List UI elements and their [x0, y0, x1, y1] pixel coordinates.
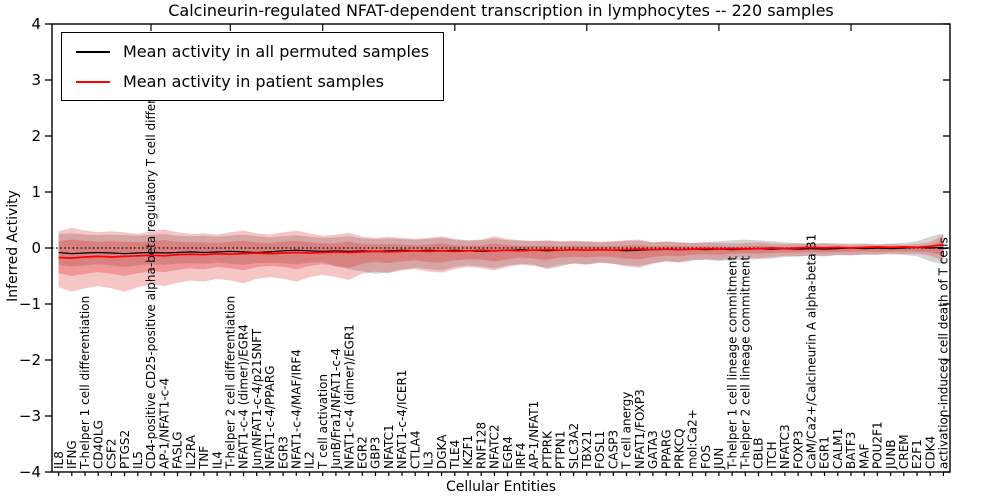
svg-text:CD40LG: CD40LG	[91, 420, 105, 469]
svg-text:IL4: IL4	[210, 451, 224, 469]
svg-text:NFAT1-c-4/PPARG: NFAT1-c-4/PPARG	[263, 365, 277, 469]
svg-text:3: 3	[31, 71, 41, 89]
svg-text:IL2: IL2	[303, 451, 317, 469]
svg-text:TBX21: TBX21	[580, 430, 594, 470]
svg-text:PTPRK: PTPRK	[540, 430, 554, 469]
svg-text:EGR4: EGR4	[501, 436, 515, 469]
svg-text:AP-1/NFAT1-c-4: AP-1/NFAT1-c-4	[157, 378, 171, 469]
x-axis-ticks	[57, 472, 945, 476]
svg-text:NFAT1-c-4 (dimer)/EGR1: NFAT1-c-4 (dimer)/EGR1	[342, 324, 356, 469]
legend-label-patient: Mean activity in patient samples	[123, 72, 384, 91]
svg-text:IFNG: IFNG	[65, 440, 79, 469]
svg-text:DGKA: DGKA	[435, 434, 449, 469]
svg-text:FOS: FOS	[699, 445, 713, 469]
black-line-sample-icon	[76, 50, 110, 53]
svg-text:NFAT1-c-4 (dimer)/EGR4: NFAT1-c-4 (dimer)/EGR4	[237, 324, 251, 469]
svg-text:CBLB: CBLB	[752, 437, 766, 469]
svg-text:PTGS2: PTGS2	[118, 430, 132, 469]
svg-text:CD4-positive CD25-positive alp: CD4-positive CD25-positive alpha-beta re…	[144, 46, 158, 469]
svg-text:EGR1: EGR1	[818, 436, 832, 469]
svg-text:BATF3: BATF3	[844, 432, 858, 469]
legend-item-permuted: Mean activity in all permuted samples	[76, 42, 429, 61]
svg-text:CREM: CREM	[897, 434, 911, 469]
svg-text:NFATC1: NFATC1	[382, 424, 396, 469]
svg-text:T-helper 1 cell differentiatio: T-helper 1 cell differentiation	[78, 296, 92, 470]
x-axis-label: Cellular Entities	[445, 479, 557, 495]
svg-text:IL3: IL3	[422, 451, 436, 469]
svg-text:−4: −4	[19, 463, 41, 481]
svg-text:Jun/NFAT1-c-4/p21SNFT: Jun/NFAT1-c-4/p21SNFT	[250, 328, 264, 470]
svg-text:EGR3: EGR3	[276, 436, 290, 469]
svg-text:GATA3: GATA3	[646, 430, 660, 469]
svg-text:JUNB: JUNB	[884, 439, 898, 470]
svg-text:IRF4: IRF4	[514, 443, 528, 469]
y-axis-label: Inferred Activity	[5, 190, 21, 302]
svg-text:EGR2: EGR2	[356, 436, 370, 469]
svg-text:MAF: MAF	[857, 443, 871, 469]
legend-item-patient: Mean activity in patient samples	[76, 72, 429, 91]
svg-text:mol:Ca2+: mol:Ca2+	[686, 409, 700, 469]
svg-text:NFAT1-c-4/ICER1: NFAT1-c-4/ICER1	[395, 370, 409, 469]
svg-text:IL8: IL8	[52, 451, 66, 469]
svg-text:AP-1/NFAT1: AP-1/NFAT1	[527, 401, 541, 469]
svg-text:NFATC3: NFATC3	[778, 424, 792, 469]
svg-text:PTPN1: PTPN1	[554, 431, 568, 469]
svg-text:NFAT1/FOXP3: NFAT1/FOXP3	[633, 389, 647, 469]
svg-text:PRKCQ: PRKCQ	[673, 428, 687, 469]
svg-text:JunB/Fra1/NFAT1-c-4: JunB/Fra1/NFAT1-c-4	[329, 348, 343, 470]
svg-text:CALM1: CALM1	[831, 428, 845, 469]
series-patient-line	[58, 243, 944, 259]
svg-text:T-helper 1 cell lineage commit: T-helper 1 cell lineage commitment	[725, 256, 739, 470]
svg-text:SLC3A2: SLC3A2	[567, 423, 581, 469]
svg-text:PPARG: PPARG	[659, 429, 673, 469]
svg-text:FASLG: FASLG	[171, 431, 185, 469]
svg-text:−1: −1	[19, 295, 41, 313]
svg-text:JUN: JUN	[712, 448, 726, 470]
svg-text:ITCH: ITCH	[765, 441, 779, 469]
svg-text:FOXP3: FOXP3	[791, 430, 805, 469]
red-line-sample-icon	[76, 80, 110, 83]
svg-text:T-helper 2 cell lineage commit: T-helper 2 cell lineage commitment	[739, 256, 753, 470]
svg-text:IKZF1: IKZF1	[461, 435, 475, 469]
legend: Mean activity in all permuted samples Me…	[61, 32, 445, 101]
svg-text:POU2F1: POU2F1	[871, 421, 885, 469]
svg-text:−2: −2	[19, 351, 41, 369]
svg-text:NFATC2: NFATC2	[488, 424, 502, 469]
x-tick-labels: IL8 IFNG T-helper 1 cell differentiation CD…	[52, 46, 951, 470]
svg-text:GBP3: GBP3	[369, 437, 383, 469]
svg-text:TNF: TNF	[197, 446, 211, 470]
permuted-samples-std-band	[58, 233, 944, 274]
svg-text:CDK4: CDK4	[923, 436, 937, 469]
svg-text:IL2RA: IL2RA	[184, 434, 198, 469]
svg-text:−3: −3	[19, 407, 41, 425]
svg-text:T cell activation: T cell activation	[316, 374, 330, 470]
svg-text:FOSL1: FOSL1	[593, 431, 607, 469]
patient-samples-outer-band	[58, 227, 944, 292]
svg-text:1: 1	[31, 183, 41, 201]
svg-text:T cell anergy: T cell anergy	[620, 392, 634, 470]
svg-text:CASP3: CASP3	[607, 430, 621, 469]
svg-text:activation-induced cell death: activation-induced cell death of T cells	[937, 237, 951, 469]
y-axis-ticks: 4 3 2 1 0 −1 −2 −3 −4	[19, 15, 950, 481]
svg-text:0: 0	[31, 239, 41, 257]
svg-text:E2F1: E2F1	[910, 439, 924, 469]
svg-text:CaM/Ca2+/Calcineurin A alpha-b: CaM/Ca2+/Calcineurin A alpha-beta B1	[805, 234, 819, 469]
svg-text:RNF128: RNF128	[474, 422, 488, 469]
legend-label-permuted: Mean activity in all permuted samples	[123, 42, 430, 61]
svg-text:T-helper 2 cell differentiatio: T-helper 2 cell differentiation	[224, 296, 238, 470]
svg-text:2: 2	[31, 127, 41, 145]
svg-text:NFAT1-c-4/MAF/IRF4: NFAT1-c-4/MAF/IRF4	[290, 349, 304, 469]
svg-text:CSF2: CSF2	[105, 438, 119, 469]
svg-text:TLE4: TLE4	[448, 440, 462, 470]
svg-text:IL5: IL5	[131, 451, 145, 469]
top-axis-ticks	[150, 24, 852, 31]
chart-title: Calcineurin-regulated NFAT-dependent tra…	[168, 1, 834, 20]
svg-text:4: 4	[31, 15, 41, 33]
svg-text:CTLA4: CTLA4	[408, 430, 422, 469]
